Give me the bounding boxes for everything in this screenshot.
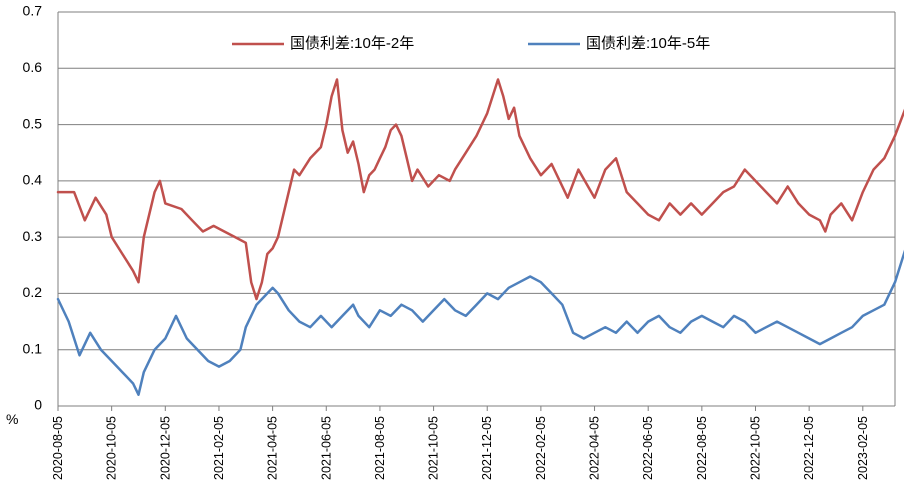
- legend-label-series-2: 国债利差:10年-5年: [586, 35, 710, 52]
- x-tick-label: 2021-04-05: [266, 416, 280, 480]
- series-line-2: [56, 249, 904, 396]
- x-tick-labels: 2020-08-05 2020-10-05 2020-12-05 2021-02-05…: [51, 406, 870, 480]
- x-tick-label: 2021-06-05: [319, 416, 333, 480]
- legend: 国债利差:10年-2年 国债利差:10年-5年: [232, 35, 710, 52]
- y-axis-unit-label: %: [6, 411, 18, 427]
- y-tick-label: 0.5: [23, 115, 43, 131]
- x-tick-label: 2022-08-05: [695, 416, 709, 480]
- legend-label-series-1: 国债利差:10年-2年: [290, 35, 414, 52]
- x-tick-label: 2021-08-05: [373, 416, 387, 480]
- x-tick-label: 2021-02-05: [212, 416, 226, 480]
- x-tick-label: 2020-08-05: [51, 416, 65, 480]
- y-tick-label: 0.4: [23, 172, 43, 188]
- series-line-1: [56, 78, 904, 301]
- x-tick-label: 2022-04-05: [588, 416, 602, 480]
- y-tick-labels: 0 0.1 0.2 0.3 0.4 0.5 0.6 0.7: [23, 3, 43, 413]
- x-tick-label: 2020-12-05: [158, 416, 172, 480]
- x-tick-label: 2022-02-05: [534, 416, 548, 480]
- y-tick-label: 0.3: [23, 228, 43, 244]
- series-lines: [56, 78, 904, 396]
- y-tick-label: 0.6: [23, 59, 43, 75]
- x-tick-label: 2022-10-05: [749, 416, 763, 480]
- x-tick-label: 2021-10-05: [427, 416, 441, 480]
- grid-lines: [57, 11, 896, 407]
- y-tick-label: 0.2: [23, 284, 43, 300]
- x-tick-label: 2023-02-05: [856, 416, 870, 480]
- x-tick-label: 2022-12-05: [802, 416, 816, 480]
- y-tick-label: 0: [34, 397, 42, 413]
- y-tick-label: 0.1: [23, 340, 43, 356]
- x-tick-label: 2022-06-05: [641, 416, 655, 480]
- x-tick-label: 2020-10-05: [105, 416, 119, 480]
- y-tick-label: 0.7: [23, 3, 43, 19]
- x-tick-label: 2021-12-05: [480, 416, 494, 480]
